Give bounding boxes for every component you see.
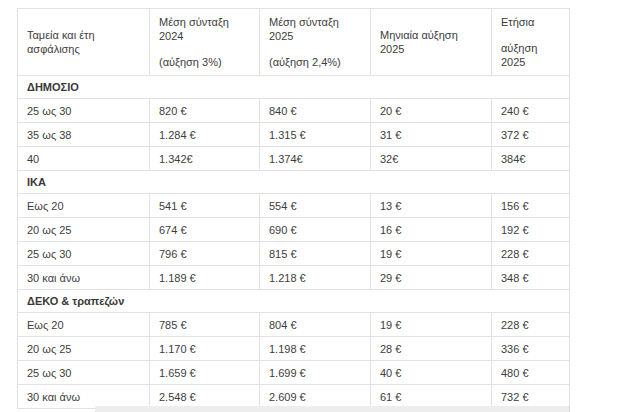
value-cell: 192 € [492,218,570,242]
value-cell: 674 € [150,218,260,242]
value-cell: 32€ [371,147,492,171]
value-cell: 1.342€ [150,147,260,171]
pensions-table: Ταμεία και έτη ασφάλισηςΜέση σύνταξη 202… [17,8,570,409]
data-row: 30 και άνω1.189 €1.218 €29 €348 € [18,266,570,290]
data-row: Εως 20541 €554 €13 €156 € [18,194,570,218]
value-cell: 1.659 € [150,361,260,385]
section-title: ΙΚΑ [18,171,570,194]
value-cell: 820 € [150,99,260,123]
column-header: Ταμεία και έτη ασφάλισης [18,9,150,76]
row-label-cell: 25 ως 30 [18,242,150,266]
data-row: 35 ως 381.284 €1.315 €31 €372 € [18,123,570,147]
value-cell: 1.284 € [150,123,260,147]
section-row: ΙΚΑ [18,171,570,194]
page: { "colors": { "page_background": "#fffff… [0,0,624,412]
value-cell: 348 € [492,266,570,290]
value-cell: 61 € [371,385,492,409]
value-cell: 372 € [492,123,570,147]
data-row: 20 ως 251.170 €1.198 €28 €336 € [18,337,570,361]
value-cell: 480 € [492,361,570,385]
value-cell: 1.198 € [260,337,371,361]
partial-next-element-edge [95,406,570,412]
header-row: Ταμεία και έτη ασφάλισηςΜέση σύνταξη 202… [18,9,570,76]
data-row: 401.342€1.374€32€384€ [18,147,570,171]
row-label-cell: 35 ως 38 [18,123,150,147]
value-cell: 40 € [371,361,492,385]
value-cell: 840 € [260,99,371,123]
data-row: 20 ως 25674 €690 €16 €192 € [18,218,570,242]
value-cell: 228 € [492,313,570,337]
row-label-cell: Εως 20 [18,194,150,218]
data-row: 25 ως 30796 €815 €19 €228 € [18,242,570,266]
value-cell: 690 € [260,218,371,242]
column-header: Μέση σύνταξη 2025(αύξηση 2,4%) [260,9,371,76]
value-cell: 228 € [492,242,570,266]
pensions-table-container: Ταμεία και έτη ασφάλισηςΜέση σύνταξη 202… [17,8,570,409]
row-label-cell: 30 και άνω [18,266,150,290]
row-label-cell: 40 [18,147,150,171]
value-cell: 732 € [492,385,570,409]
data-row: Εως 20785 €804 €19 €228 € [18,313,570,337]
row-label-cell: 20 ως 25 [18,218,150,242]
value-cell: 31 € [371,123,492,147]
table-body: ΔΗΜΟΣΙΟ25 ως 30820 €840 €20 €240 €35 ως … [18,76,570,409]
column-header: Μηνιαία αύξηση 2025 [371,9,492,76]
value-cell: 554 € [260,194,371,218]
column-header: Ετήσιααύξηση 2025 [492,9,570,76]
value-cell: 2.609 € [260,385,371,409]
data-row: 30 και άνω2.548 €2.609 €61 €732 € [18,385,570,409]
value-cell: 28 € [371,337,492,361]
row-label-cell: 30 και άνω [18,385,150,409]
value-cell: 804 € [260,313,371,337]
value-cell: 1.699 € [260,361,371,385]
value-cell: 796 € [150,242,260,266]
value-cell: 541 € [150,194,260,218]
value-cell: 1.170 € [150,337,260,361]
value-cell: 2.548 € [150,385,260,409]
value-cell: 156 € [492,194,570,218]
value-cell: 13 € [371,194,492,218]
value-cell: 785 € [150,313,260,337]
value-cell: 1.315 € [260,123,371,147]
section-row: ΔΕΚΟ & τραπεζών [18,290,570,313]
data-row: 25 ως 301.659 €1.699 €40 €480 € [18,361,570,385]
value-cell: 240 € [492,99,570,123]
data-row: 25 ως 30820 €840 €20 €240 € [18,99,570,123]
value-cell: 1.218 € [260,266,371,290]
section-title: ΔΕΚΟ & τραπεζών [18,290,570,313]
row-label-cell: 20 ως 25 [18,337,150,361]
value-cell: 1.189 € [150,266,260,290]
value-cell: 20 € [371,99,492,123]
value-cell: 384€ [492,147,570,171]
value-cell: 29 € [371,266,492,290]
section-row: ΔΗΜΟΣΙΟ [18,76,570,99]
value-cell: 1.374€ [260,147,371,171]
section-title: ΔΗΜΟΣΙΟ [18,76,570,99]
value-cell: 815 € [260,242,371,266]
value-cell: 16 € [371,218,492,242]
row-label-cell: Εως 20 [18,313,150,337]
value-cell: 19 € [371,242,492,266]
column-header: Μέση σύνταξη 2024(αύξηση 3%) [150,9,260,76]
value-cell: 19 € [371,313,492,337]
row-label-cell: 25 ως 30 [18,361,150,385]
value-cell: 336 € [492,337,570,361]
row-label-cell: 25 ως 30 [18,99,150,123]
